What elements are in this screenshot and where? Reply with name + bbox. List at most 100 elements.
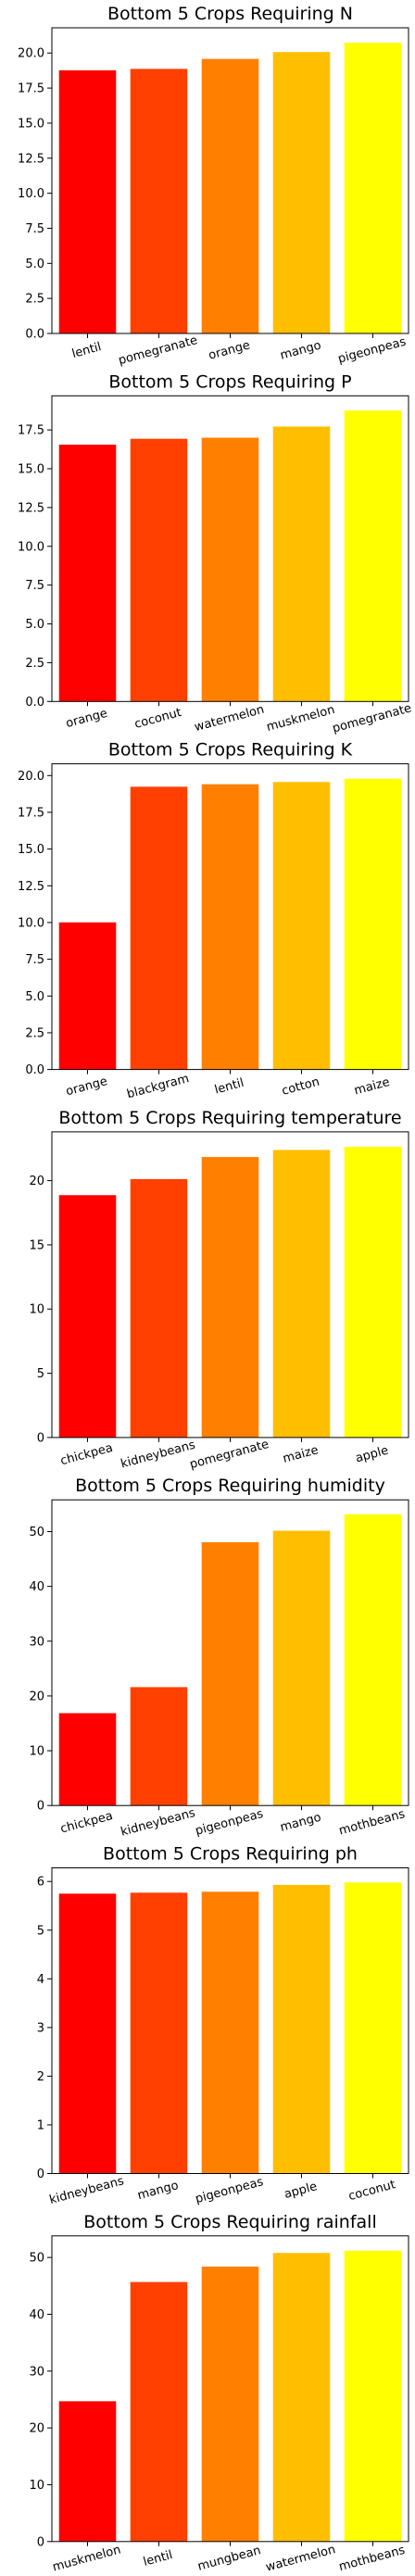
bar-maize — [344, 778, 402, 1070]
chart-title: Bottom 5 Crops Requiring N — [107, 4, 353, 24]
y-tick-label: 20 — [29, 2422, 44, 2436]
bar-pomegranate — [130, 69, 188, 333]
bar-pigeonpeas — [201, 1541, 259, 1806]
x-tick-label-pigeonpeas: pigeonpeas — [194, 2175, 265, 2206]
bar-blackgram — [130, 786, 188, 1070]
bar-mango — [272, 52, 331, 333]
bar-coconut — [130, 438, 188, 702]
x-tick-label-mothbeans: mothbeans — [337, 2544, 407, 2574]
bar-mungbean — [201, 2266, 259, 2542]
x-tick-label-cotton: cotton — [281, 1075, 321, 1099]
chart-title: Bottom 5 Crops Requiring rainfall — [83, 2212, 376, 2232]
y-tick-label: 1 — [37, 2118, 44, 2132]
x-tick-label-kidneybeans: kidneybeans — [48, 2174, 126, 2207]
x-tick-label-kidneybeans: kidneybeans — [119, 1806, 197, 1840]
x-tick-label-orange: orange — [65, 707, 109, 731]
y-tick-label: 6 — [37, 1876, 44, 1890]
x-tick-label-maize: maize — [282, 1443, 321, 1466]
y-tick-label: 5 — [37, 1367, 44, 1381]
y-tick-label: 0.0 — [25, 1063, 44, 1077]
bar-maize — [272, 1150, 331, 1438]
bar-chickpea — [58, 1195, 117, 1438]
y-tick-label: 0 — [37, 2535, 44, 2549]
y-tick-label: 50 — [29, 2252, 44, 2266]
chart-panel-3: Bottom 5 Crops Requiring temperature 0 5 10… — [29, 1108, 409, 1472]
y-tick-label: 2.5 — [25, 293, 44, 307]
x-tick-label-mango: mango — [279, 1811, 322, 1835]
bar-mothbeans — [344, 2250, 402, 2542]
bar-orange — [58, 922, 117, 1070]
chart-panel-5: Bottom 5 Crops Requiring ph 0 1 2 3 4 5 6 kidney… — [37, 1844, 409, 2207]
bar-apple — [344, 1147, 402, 1438]
y-tick-label: 17.5 — [18, 806, 44, 820]
y-tick-label: 4 — [37, 1973, 44, 1987]
y-tick-label: 30 — [29, 1635, 44, 1649]
bar-orange — [201, 58, 259, 334]
x-tick-label-maize: maize — [353, 1075, 392, 1099]
x-tick-label-orange: orange — [65, 1074, 109, 1099]
y-tick-label: 10 — [29, 1303, 44, 1317]
bar-kidneybeans — [58, 1893, 117, 2174]
x-tick-label-muskmelon: muskmelon — [265, 703, 336, 735]
chart-panel-1: Bottom 5 Crops Requiring P 0.0 2.5 5.0 7.5 10… — [18, 371, 413, 735]
bar-watermelon — [201, 437, 259, 702]
y-tick-label: 0.0 — [25, 328, 44, 342]
y-tick-label: 20 — [29, 1690, 44, 1703]
bar-kidneybeans — [130, 1178, 188, 1438]
x-tick-label-apple: apple — [283, 2180, 319, 2202]
y-tick-label: 0 — [37, 1800, 44, 1814]
bar-coconut — [344, 1882, 402, 2174]
x-tick-label-chickpea: chickpea — [59, 1441, 115, 1468]
x-tick-label-mango: mango — [279, 339, 322, 363]
y-tick-label: 5.0 — [25, 618, 44, 632]
y-tick-label: 2.5 — [25, 1026, 44, 1040]
bar-mothbeans — [344, 1514, 402, 1806]
x-tick-label-mungbean: mungbean — [196, 2544, 262, 2574]
chart-panel-2: Bottom 5 Crops Requiring K 0.0 2.5 5.0 7.5 10… — [18, 740, 409, 1101]
x-tick-label-orange: orange — [208, 338, 252, 362]
y-tick-label: 0 — [37, 1431, 44, 1445]
x-tick-label-mothbeans: mothbeans — [337, 1807, 407, 1838]
bar-chickpea — [58, 1713, 117, 1806]
y-tick-label: 30 — [29, 2365, 44, 2379]
bar-cotton — [272, 782, 331, 1070]
bar-lentil — [58, 69, 117, 333]
y-tick-label: 40 — [29, 2308, 44, 2322]
y-tick-label: 2 — [37, 2070, 44, 2084]
chart-title: Bottom 5 Crops Requiring K — [108, 740, 353, 760]
x-tick-label-apple: apple — [354, 1444, 390, 1466]
x-tick-label-coconut: coconut — [133, 706, 183, 732]
bar-orange — [58, 445, 117, 702]
y-tick-label: 2.5 — [25, 657, 44, 671]
y-tick-label: 7.5 — [25, 222, 44, 236]
bar-mango — [272, 1530, 331, 1806]
x-tick-label-muskmelon: muskmelon — [51, 2543, 122, 2574]
chart-panel-4: Bottom 5 Crops Requiring humidity 0 10 20 30… — [29, 1476, 409, 1840]
chart-title: Bottom 5 Crops Requiring temperature — [58, 1108, 401, 1128]
y-tick-label: 10.0 — [18, 916, 44, 930]
y-tick-label: 3 — [37, 2021, 44, 2035]
bar-lentil — [201, 784, 259, 1070]
y-tick-label: 17.5 — [18, 82, 44, 96]
y-tick-label: 20.0 — [18, 770, 44, 784]
x-tick-label-pomegranate: pomegranate — [188, 1438, 270, 1472]
x-tick-label-watermelon: watermelon — [264, 2543, 337, 2574]
y-tick-label: 17.5 — [18, 424, 44, 438]
x-tick-label-lentil: lentil — [70, 340, 103, 361]
y-tick-label: 5 — [37, 1924, 44, 1938]
y-tick-label: 0 — [37, 2168, 44, 2181]
y-tick-label: 15.0 — [18, 843, 44, 857]
bar-pomegranate — [201, 1157, 259, 1438]
y-tick-label: 5.0 — [25, 990, 44, 1004]
y-tick-label: 50 — [29, 1526, 44, 1539]
bar-mango — [130, 1892, 188, 2174]
y-tick-label: 10 — [29, 2479, 44, 2493]
x-tick-label-watermelon: watermelon — [193, 703, 266, 735]
y-tick-label: 0.0 — [25, 696, 44, 710]
chart-panel-0: Bottom 5 Crops Requiring N 0.0 2.5 5.0 7.5 10… — [18, 4, 409, 368]
y-tick-label: 10.0 — [18, 187, 44, 201]
bar-watermelon — [272, 2253, 331, 2542]
x-tick-label-pigeonpeas: pigeonpeas — [336, 335, 408, 367]
y-tick-label: 40 — [29, 1580, 44, 1594]
